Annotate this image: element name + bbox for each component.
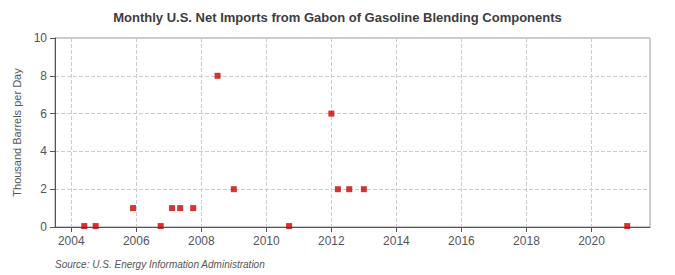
svg-text:2010: 2010 (253, 234, 280, 248)
svg-text:2008: 2008 (188, 234, 215, 248)
svg-text:8: 8 (40, 69, 47, 83)
svg-text:10: 10 (34, 31, 48, 45)
svg-text:Monthly U.S. Net Imports from: Monthly U.S. Net Imports from Gabon of G… (113, 10, 562, 25)
svg-text:6: 6 (40, 107, 47, 121)
svg-text:Thousand Barrels per Day: Thousand Barrels per Day (11, 68, 23, 197)
svg-text:2: 2 (40, 182, 47, 196)
svg-text:2006: 2006 (123, 234, 150, 248)
svg-text:Source: U.S. Energy Informatio: Source: U.S. Energy Information Administ… (55, 259, 265, 270)
svg-text:2016: 2016 (448, 234, 475, 248)
svg-text:2014: 2014 (383, 234, 410, 248)
svg-text:4: 4 (40, 144, 47, 158)
svg-text:2020: 2020 (578, 234, 605, 248)
svg-text:0: 0 (40, 220, 47, 234)
svg-text:2018: 2018 (513, 234, 540, 248)
svg-text:2004: 2004 (58, 234, 85, 248)
svg-text:2012: 2012 (318, 234, 345, 248)
